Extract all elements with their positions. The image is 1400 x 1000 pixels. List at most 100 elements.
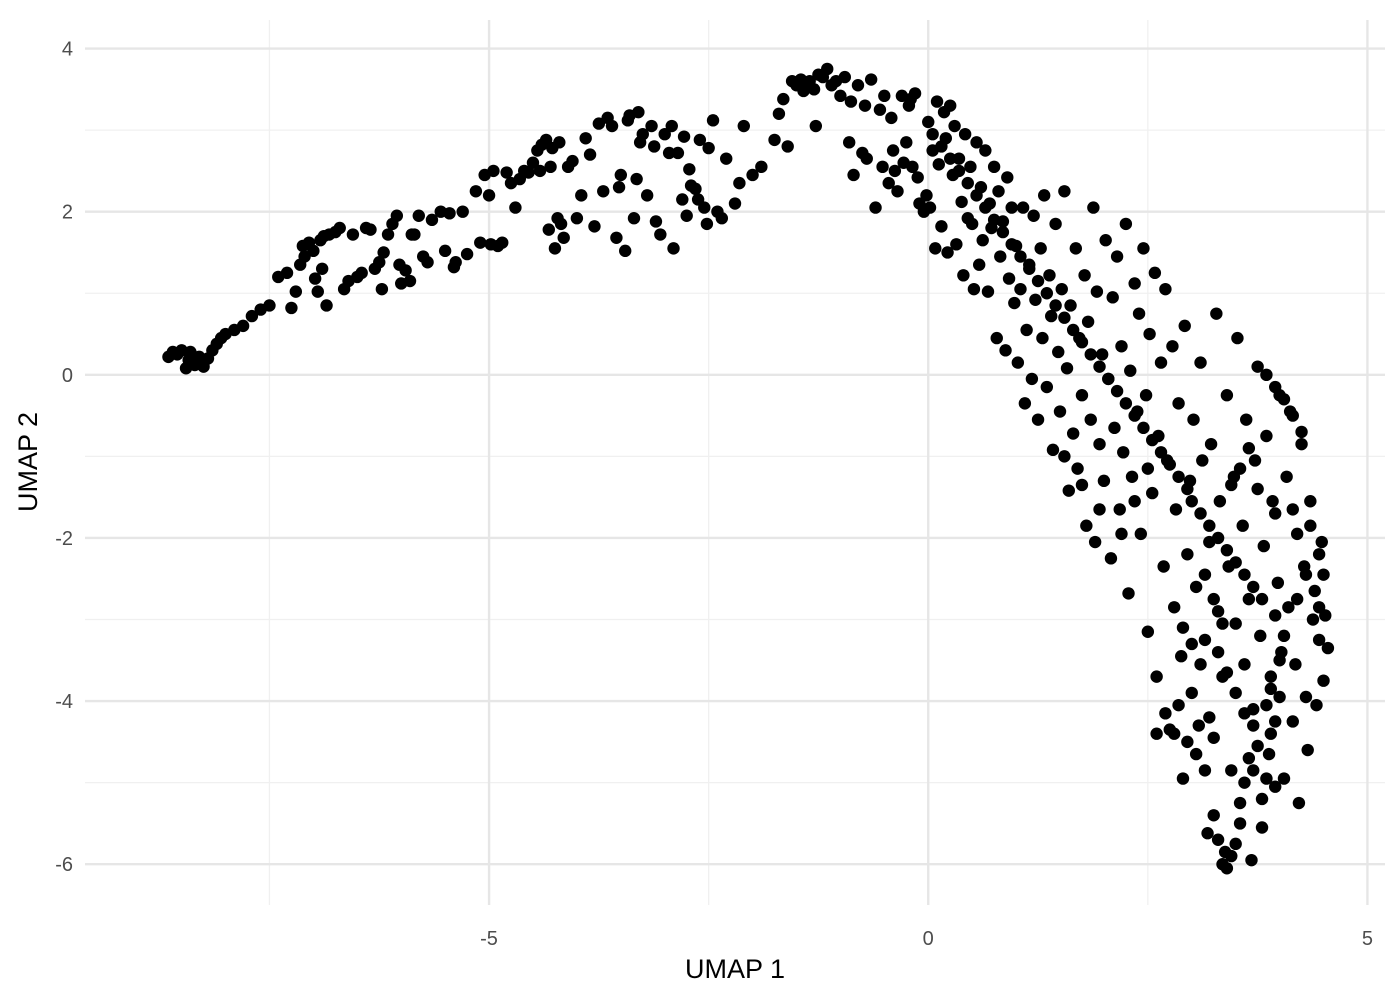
data-point <box>612 181 626 194</box>
data-point <box>935 220 948 233</box>
data-point <box>1257 539 1270 553</box>
data-point <box>1264 670 1278 683</box>
data-point <box>592 117 606 130</box>
data-point <box>1185 637 1198 651</box>
data-point <box>1211 833 1225 846</box>
data-point <box>987 160 1001 174</box>
data-point <box>1269 780 1282 793</box>
data-point <box>1251 482 1264 496</box>
data-point <box>1260 698 1273 712</box>
x-tick-label: -5 <box>480 928 498 950</box>
data-point <box>1198 764 1212 777</box>
data-point <box>1304 519 1317 532</box>
y-axis-tick-labels: -6 -4 -2 0 2 4 <box>55 39 73 877</box>
data-point <box>1002 272 1016 285</box>
data-point <box>873 103 887 116</box>
data-point <box>1154 446 1168 459</box>
data-point <box>821 62 834 76</box>
data-point <box>1075 335 1089 349</box>
data-point <box>1163 458 1176 471</box>
data-point <box>1273 654 1286 667</box>
data-point <box>1060 362 1074 375</box>
data-point <box>1016 201 1030 214</box>
data-point <box>1058 450 1071 463</box>
data-point <box>346 228 360 241</box>
data-point <box>948 119 961 133</box>
data-point <box>373 256 386 269</box>
data-point <box>1128 277 1141 290</box>
data-point <box>315 262 329 275</box>
data-point <box>1210 307 1223 320</box>
data-point <box>1141 625 1155 638</box>
major-gridlines <box>85 20 1385 905</box>
data-point <box>693 133 707 147</box>
data-point <box>1058 311 1071 324</box>
data-point <box>1029 293 1042 306</box>
data-point <box>999 344 1012 357</box>
data-point <box>680 209 693 222</box>
data-point <box>1031 413 1045 426</box>
data-point <box>1178 319 1191 333</box>
data-point <box>1014 282 1027 296</box>
data-point <box>869 201 882 214</box>
data-point <box>280 266 294 280</box>
data-point <box>1058 185 1071 198</box>
data-point <box>900 136 913 149</box>
data-point <box>662 146 676 160</box>
data-point <box>412 209 425 222</box>
data-point <box>1216 858 1229 871</box>
data-point <box>920 189 933 202</box>
data-point <box>671 146 685 160</box>
data-point <box>1122 587 1135 600</box>
data-point <box>1194 658 1207 671</box>
data-point <box>597 185 610 198</box>
y-tick-label: 4 <box>62 39 73 61</box>
data-point <box>355 266 368 280</box>
data-point <box>636 127 649 141</box>
data-point <box>308 272 322 285</box>
data-point <box>860 152 873 165</box>
data-point <box>847 168 860 182</box>
data-point <box>1269 715 1282 728</box>
data-point <box>1175 650 1188 663</box>
data-point <box>677 130 691 143</box>
data-point <box>1185 495 1198 508</box>
data-point <box>1280 470 1293 483</box>
data-point <box>554 217 568 231</box>
data-point <box>408 228 421 241</box>
data-point <box>665 119 678 133</box>
data-point <box>955 195 968 209</box>
data-point <box>425 213 439 227</box>
data-point <box>728 197 742 210</box>
data-point <box>994 250 1007 263</box>
data-point <box>1093 503 1106 516</box>
data-point <box>957 269 970 282</box>
data-point <box>987 213 1001 227</box>
data-point <box>1286 503 1299 516</box>
data-point <box>809 119 823 133</box>
data-point <box>1312 633 1326 647</box>
data-point <box>1154 356 1168 369</box>
data-point <box>700 217 714 231</box>
data-point <box>619 244 632 258</box>
data-point <box>1282 601 1295 614</box>
data-point <box>1045 309 1058 323</box>
data-point <box>236 319 250 333</box>
data-point <box>1084 413 1097 426</box>
data-point <box>992 185 1005 198</box>
data-point <box>658 127 671 141</box>
data-point <box>583 148 597 161</box>
data-point <box>1110 384 1124 398</box>
data-point <box>1247 580 1260 594</box>
data-point <box>1306 613 1320 626</box>
data-point <box>1043 269 1056 282</box>
data-point <box>961 176 974 190</box>
data-point <box>487 164 500 178</box>
data-point <box>1269 507 1282 520</box>
y-axis-title: UMAP 2 <box>13 412 43 512</box>
data-point <box>1046 443 1060 457</box>
data-point <box>449 256 462 269</box>
data-point <box>1229 556 1242 569</box>
data-point <box>1255 821 1269 834</box>
data-point <box>1049 217 1062 231</box>
